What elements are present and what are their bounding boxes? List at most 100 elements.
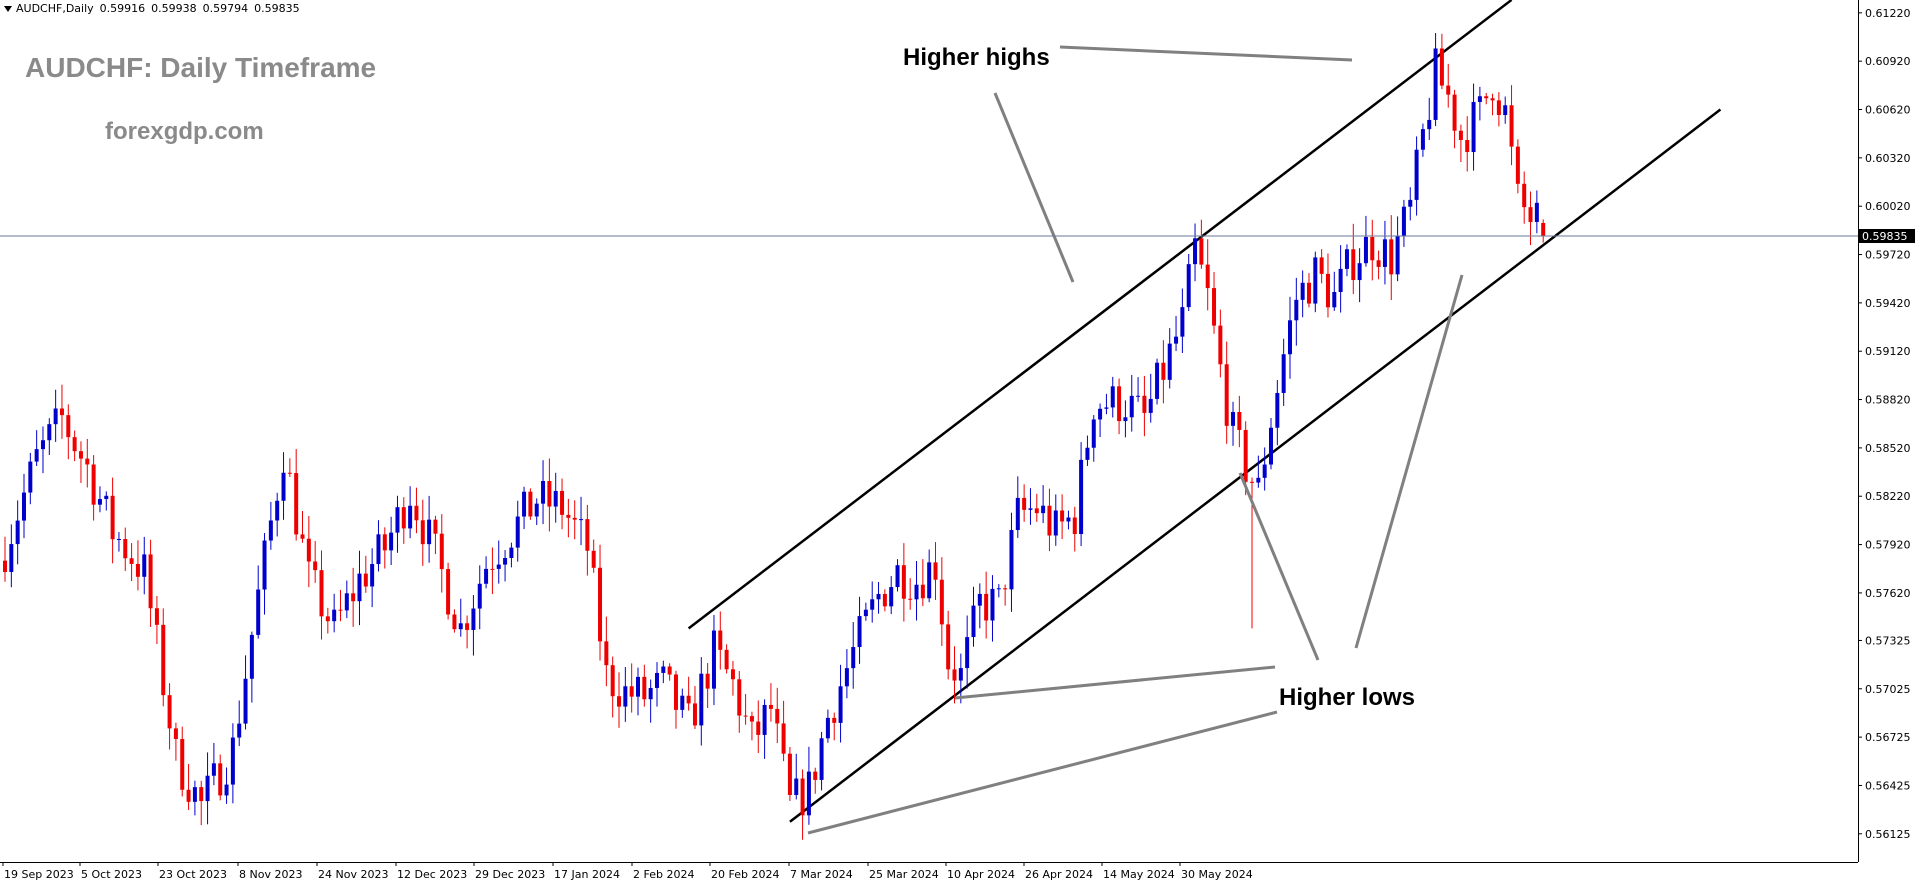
close-value: 0.59835 <box>254 2 300 15</box>
bull-candle <box>262 533 267 615</box>
bear-candle <box>313 541 318 583</box>
bull-candle <box>1357 248 1362 303</box>
candle-body <box>142 554 147 577</box>
candle-body <box>1199 238 1204 265</box>
bull-candle <box>863 602 868 621</box>
bear-candle <box>319 550 324 640</box>
bear-candle <box>1306 273 1311 308</box>
bull-candle <box>389 516 394 566</box>
candle-body <box>1503 105 1508 116</box>
candle-body <box>965 637 970 669</box>
bear-candle <box>832 712 837 741</box>
bull-candle <box>889 576 894 615</box>
candle-body <box>1484 96 1489 99</box>
bull-candle <box>541 460 546 525</box>
candle-body <box>256 589 261 635</box>
candle-body <box>363 573 368 587</box>
higher-highs-pointer-channel <box>993 92 1075 283</box>
candle-body <box>376 534 381 565</box>
candle-body <box>806 771 811 816</box>
candle-body <box>1275 392 1280 428</box>
time-tick-label: 26 Apr 2024 <box>1025 868 1093 881</box>
bull-candle <box>711 614 716 706</box>
chart-header: AUDCHF,Daily 0.59916 0.59938 0.59794 0.59835 <box>4 2 306 15</box>
bull-candle <box>762 699 767 759</box>
candle-body <box>1269 427 1273 465</box>
bear-candle <box>1439 33 1444 90</box>
bear-candle <box>1376 250 1381 280</box>
candle-body <box>958 668 963 681</box>
bull-candle <box>496 540 501 584</box>
bear-candle <box>585 504 590 576</box>
candle-body <box>1401 206 1406 236</box>
candle-body <box>1294 299 1299 321</box>
price-channel <box>687 0 1722 823</box>
bear-candle <box>604 616 609 687</box>
candle-body <box>654 672 659 688</box>
price-tick-label: 0.60620 <box>1865 104 1911 117</box>
candle-body <box>370 564 375 587</box>
price-tick-label: 0.58520 <box>1865 442 1911 455</box>
candle-body <box>91 464 96 505</box>
bear-candle <box>1458 124 1463 163</box>
bear-candle <box>382 527 387 569</box>
candle-body <box>9 544 14 572</box>
candle-body <box>1250 481 1255 483</box>
candle-body <box>294 472 299 535</box>
candle-body <box>1193 238 1198 265</box>
bull-candle <box>895 559 900 592</box>
candle-body <box>325 616 330 622</box>
candle-body <box>34 449 39 462</box>
bull-candle <box>699 657 704 746</box>
annotation-higher-highs: Higher highs <box>903 44 1050 71</box>
bull-candle <box>1079 442 1084 547</box>
candle-body <box>1117 386 1122 422</box>
bear-candle <box>908 578 913 610</box>
bear-candle <box>135 540 140 591</box>
candle-body <box>591 550 596 568</box>
candle-body <box>667 666 672 675</box>
bear-candle <box>186 764 191 811</box>
candle-body <box>1370 236 1375 261</box>
candles <box>3 33 1546 840</box>
bull-candle <box>1382 220 1387 285</box>
price-tick-label: 0.59420 <box>1865 297 1911 310</box>
candle-body <box>281 472 286 501</box>
dropdown-triangle-icon[interactable] <box>4 6 12 12</box>
bull-candle <box>1148 373 1153 423</box>
candle-body <box>237 723 242 738</box>
high-value: 0.59938 <box>151 2 197 15</box>
candle-body <box>148 554 153 609</box>
candle-body <box>946 624 951 670</box>
time-axis: 19 Sep 2023 5 Oct 2023 23 Oct 2023 8 Nov 20… <box>2 862 1253 881</box>
candle-body <box>1212 288 1217 326</box>
candle-body <box>1452 94 1457 131</box>
bear-candle <box>718 611 723 670</box>
candle-body <box>53 408 58 425</box>
candle-body <box>414 505 419 521</box>
bull-candle <box>34 430 39 467</box>
candle-body <box>1022 497 1027 510</box>
bull-candle <box>230 723 235 804</box>
bear-candle <box>547 458 552 532</box>
time-tick-label: 2 Feb 2024 <box>633 868 694 881</box>
candle-body <box>1085 447 1090 460</box>
candle-body <box>420 520 425 545</box>
bear-candle <box>756 700 761 754</box>
bear-candle <box>952 646 957 704</box>
bear-candle <box>439 514 444 593</box>
bull-candle <box>1300 270 1305 318</box>
candle-body <box>1351 249 1356 281</box>
candle-body <box>351 593 356 602</box>
bull-candle <box>1287 296 1292 379</box>
candle-body <box>768 704 773 709</box>
bull-candle <box>104 491 109 511</box>
candle-body <box>604 641 609 666</box>
bull-candle <box>408 486 413 539</box>
annotation-higher-lows: Higher lows <box>1279 684 1416 711</box>
candle-body <box>851 647 856 669</box>
bull-candle <box>357 550 362 626</box>
candle-body <box>135 563 140 577</box>
candle-body <box>889 587 894 607</box>
